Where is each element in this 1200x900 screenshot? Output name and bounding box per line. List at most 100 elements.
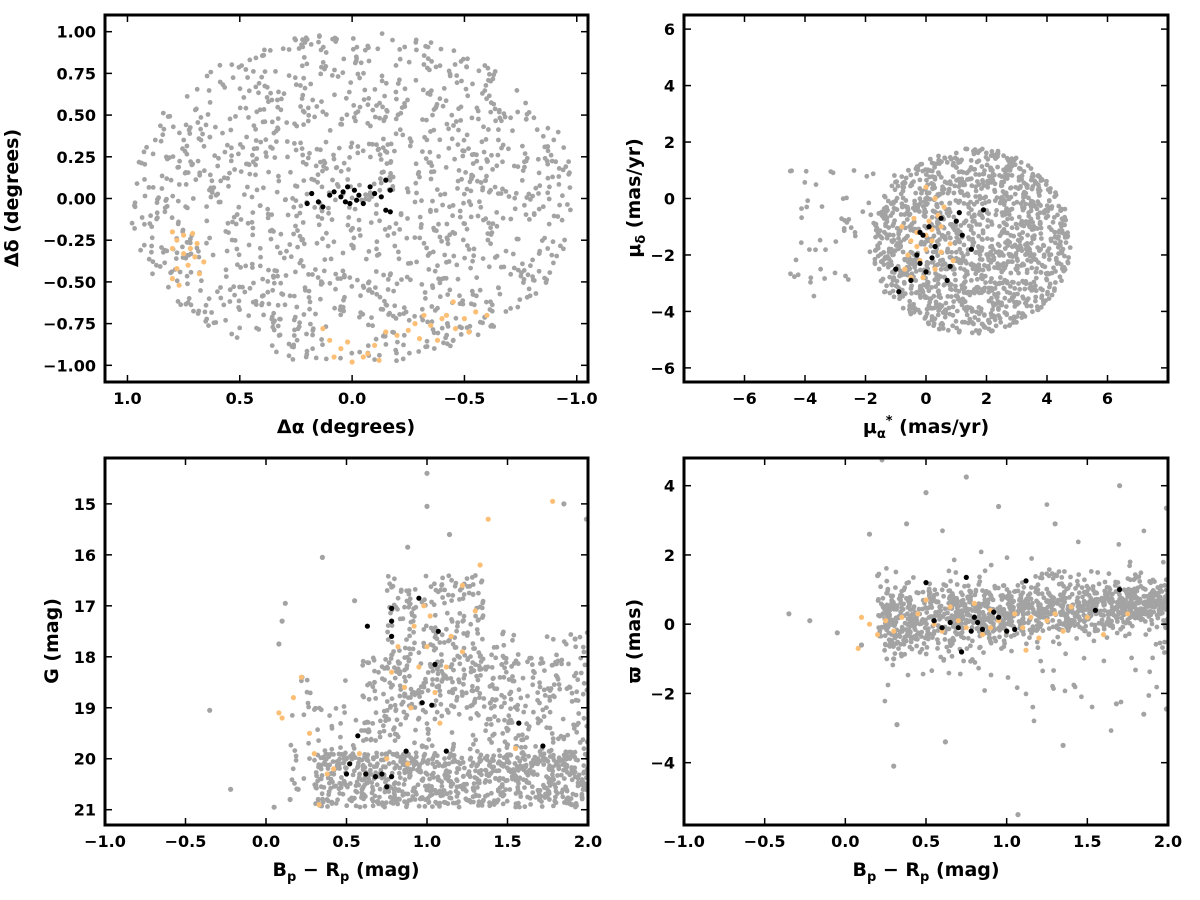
data-point — [525, 272, 531, 278]
data-point — [971, 240, 977, 245]
data-point — [148, 213, 154, 219]
data-point — [981, 287, 987, 293]
data-point — [571, 722, 576, 728]
data-point — [464, 186, 470, 192]
data-point — [353, 118, 358, 124]
data-point — [579, 777, 585, 782]
data-point — [404, 637, 409, 642]
data-point — [419, 744, 425, 750]
data-point — [349, 350, 355, 356]
data-point — [1019, 176, 1024, 182]
data-point — [351, 187, 357, 193]
data-point — [413, 727, 418, 733]
data-point — [1008, 270, 1014, 276]
y-tick-label: 16 — [74, 546, 96, 565]
data-point — [288, 169, 293, 175]
data-point — [557, 202, 562, 208]
data-point — [432, 764, 438, 770]
data-point — [467, 746, 473, 752]
data-point — [544, 705, 549, 710]
data-point — [1048, 238, 1054, 244]
data-point — [1013, 184, 1019, 190]
data-point — [523, 116, 529, 122]
data-point — [980, 178, 985, 183]
data-point — [352, 768, 357, 774]
data-point — [460, 56, 466, 62]
data-point — [366, 192, 372, 198]
data-point — [401, 782, 407, 787]
data-point — [376, 357, 382, 363]
data-point — [443, 312, 450, 318]
data-point — [425, 319, 430, 325]
data-point — [463, 170, 468, 175]
data-point — [327, 192, 333, 198]
data-point — [365, 351, 371, 357]
data-point — [318, 707, 324, 713]
data-point — [416, 803, 422, 809]
data-point — [384, 784, 390, 790]
data-point — [416, 336, 423, 342]
data-point — [449, 662, 455, 667]
data-point — [501, 642, 507, 648]
data-point — [208, 194, 214, 200]
x-tick-label: 1.0 — [113, 389, 141, 408]
data-point — [819, 204, 825, 210]
data-point — [349, 284, 355, 289]
data-point — [958, 265, 963, 271]
data-point — [478, 752, 484, 758]
data-point — [450, 759, 455, 765]
data-point — [385, 277, 391, 282]
data-point — [410, 646, 416, 652]
data-point — [470, 688, 476, 694]
data-point — [424, 117, 429, 123]
data-point — [498, 264, 504, 270]
data-point — [426, 737, 432, 742]
data-point — [907, 310, 913, 315]
data-point — [537, 680, 542, 686]
data-point — [1050, 219, 1056, 225]
data-point — [510, 251, 516, 257]
data-point — [227, 287, 233, 293]
data-point — [497, 107, 502, 113]
data-point — [477, 768, 482, 774]
x-tick-label: 0 — [920, 389, 931, 408]
data-point — [966, 235, 971, 240]
data-point — [1046, 257, 1052, 262]
data-point — [553, 785, 558, 790]
data-point — [360, 200, 366, 207]
data-point — [952, 271, 957, 277]
data-point — [329, 799, 335, 805]
data-point — [553, 788, 559, 794]
data-point — [953, 277, 958, 283]
data-point — [927, 156, 933, 162]
data-point — [461, 613, 467, 619]
data-point — [335, 74, 341, 79]
data-point — [188, 159, 194, 165]
data-point — [547, 783, 553, 788]
data-point — [387, 310, 392, 316]
data-point — [295, 228, 300, 233]
data-point — [430, 112, 435, 118]
data-point — [201, 259, 207, 265]
data-point — [174, 250, 180, 256]
x-tick-label: 2.0 — [574, 832, 602, 851]
data-point — [394, 753, 400, 759]
data-point — [239, 63, 245, 68]
data-point — [446, 531, 453, 538]
data-point — [292, 75, 298, 81]
data-point — [1059, 223, 1064, 229]
data-point — [406, 59, 412, 65]
data-point — [366, 776, 372, 782]
data-point — [487, 700, 493, 706]
data-point — [1031, 279, 1037, 285]
data-point — [808, 279, 813, 285]
data-point — [245, 75, 251, 80]
field-stars — [875, 458, 1168, 733]
data-point — [530, 682, 536, 688]
data-point — [952, 155, 958, 161]
data-point — [932, 174, 938, 180]
x-tick-label: 0.0 — [252, 832, 280, 851]
data-point — [325, 804, 330, 809]
data-point — [440, 202, 445, 208]
data-point — [1025, 296, 1031, 302]
